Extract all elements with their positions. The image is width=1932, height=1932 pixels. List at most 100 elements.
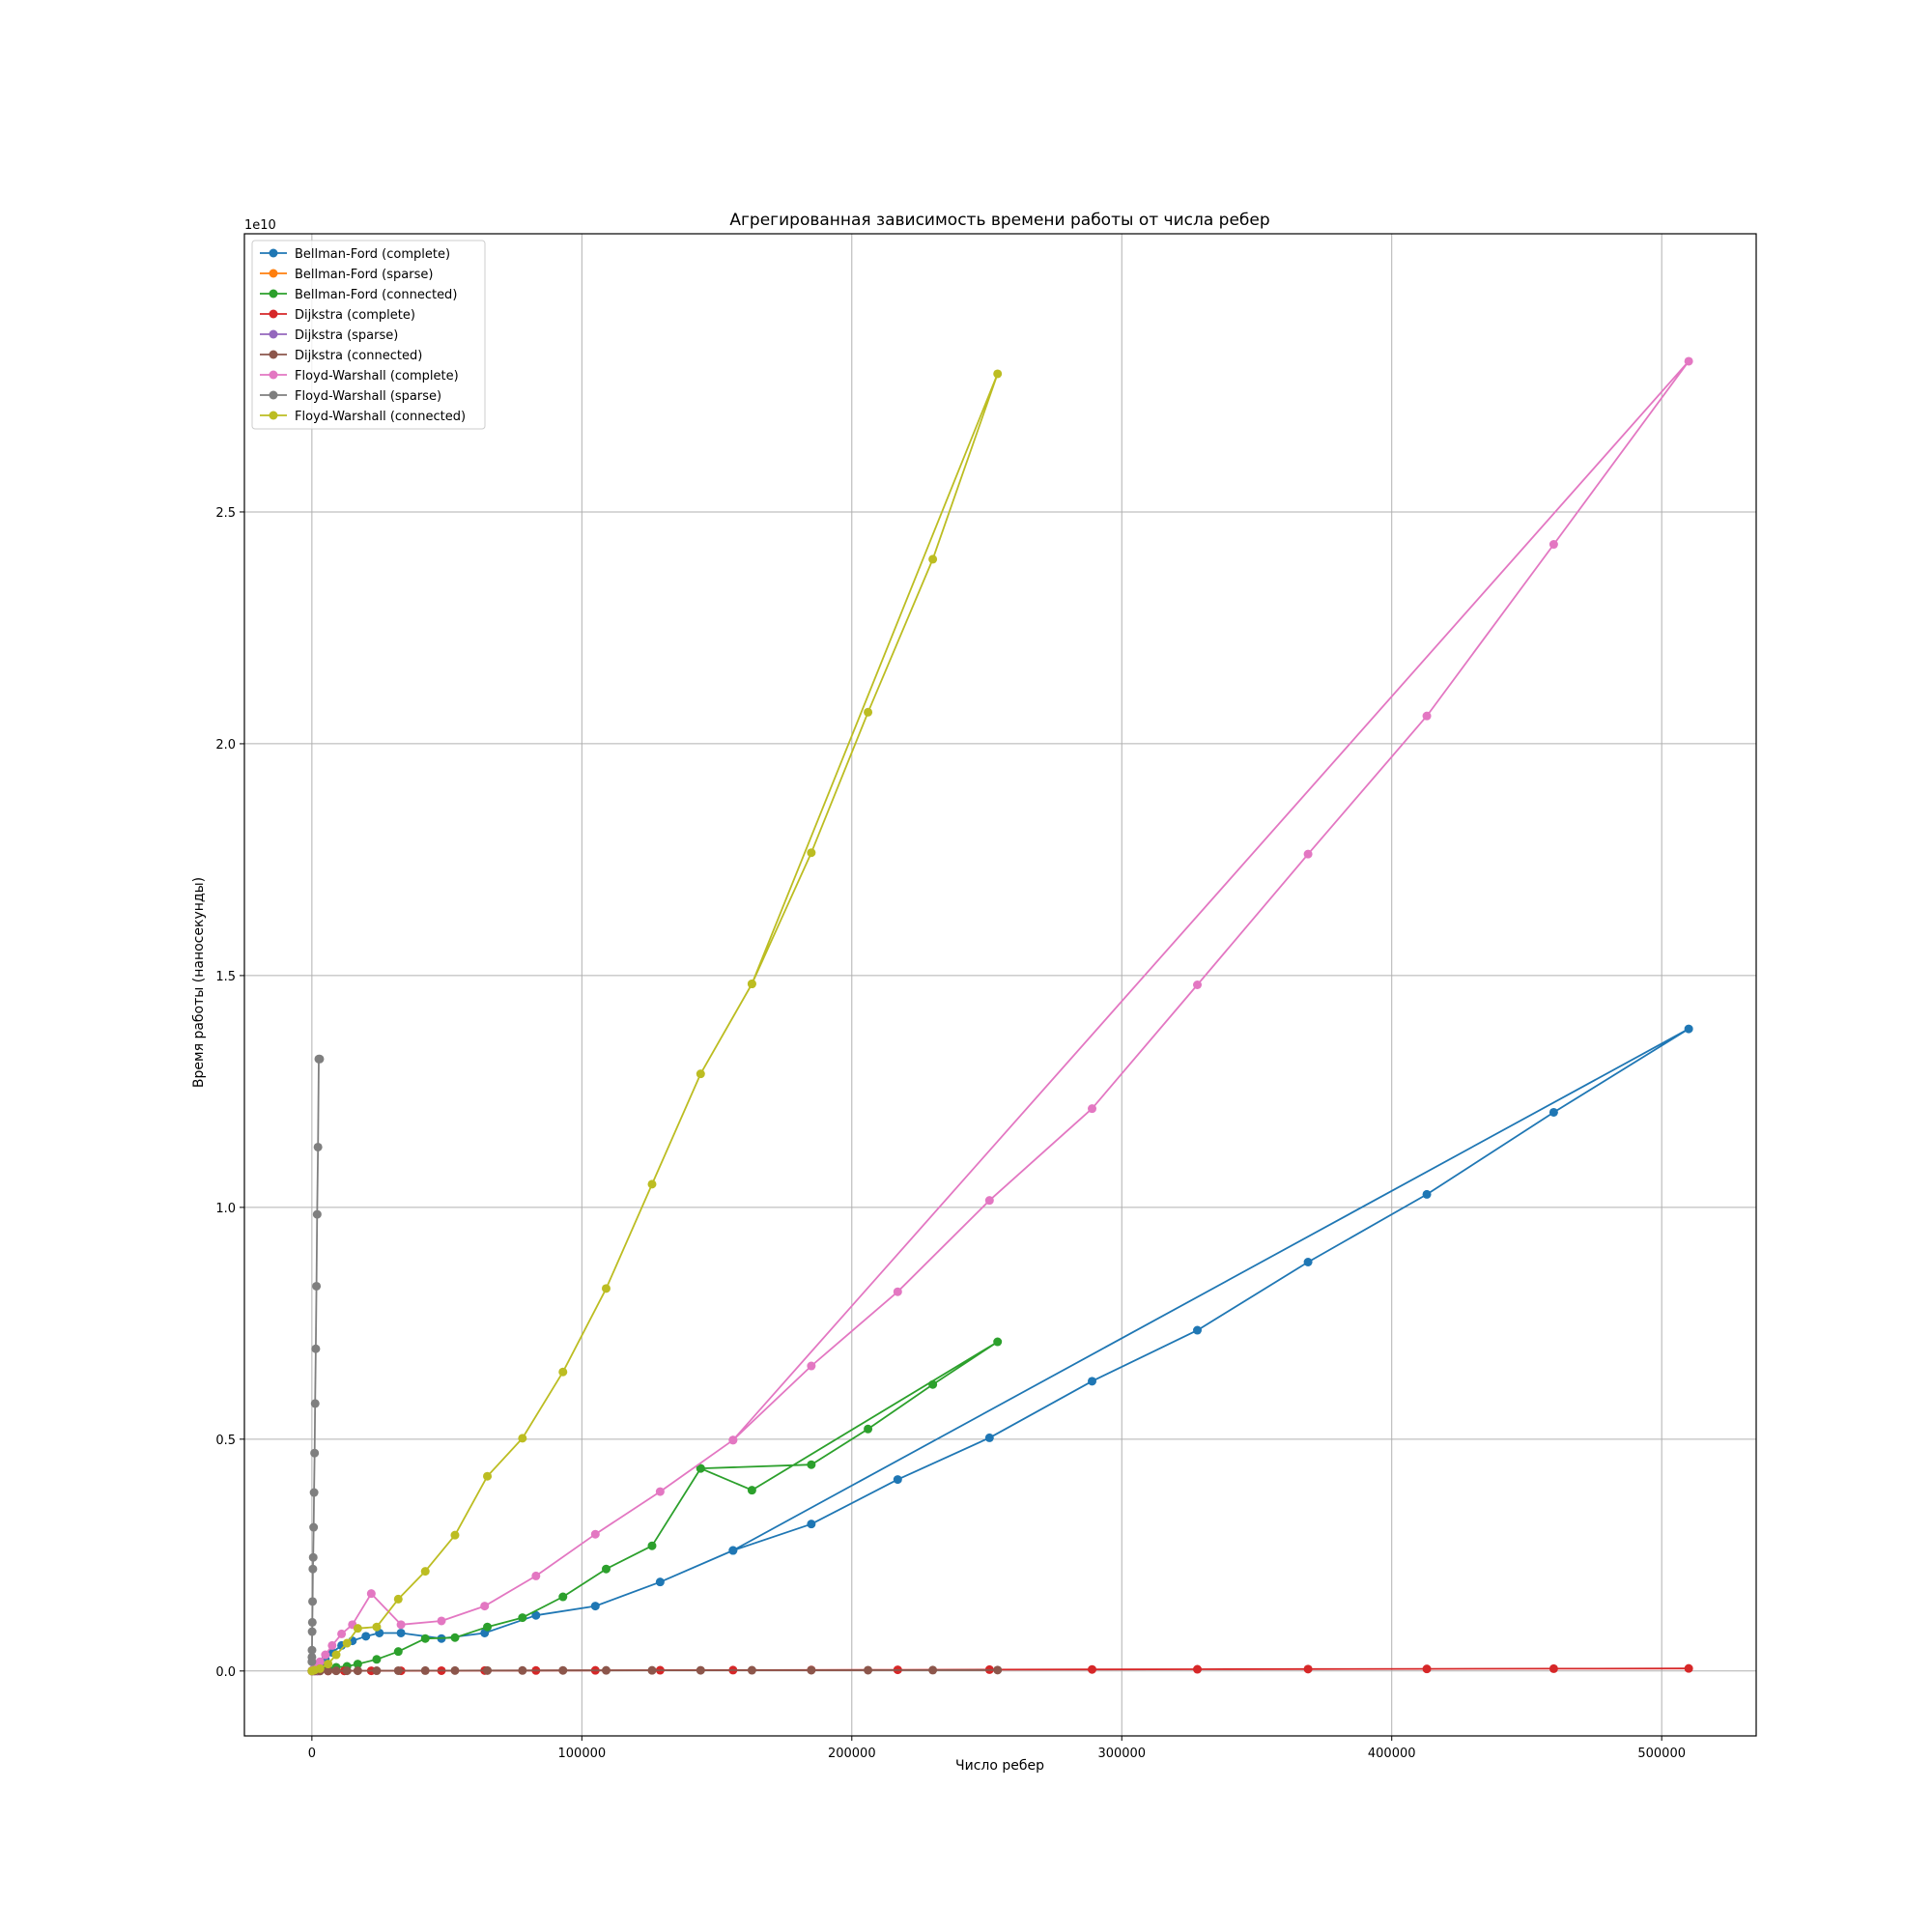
data-point bbox=[342, 1638, 352, 1648]
data-point bbox=[312, 1281, 322, 1291]
data-point bbox=[324, 1660, 333, 1669]
data-point bbox=[984, 1433, 994, 1442]
series-layer bbox=[307, 356, 1693, 1676]
data-point bbox=[393, 1665, 403, 1675]
data-point bbox=[1303, 1664, 1313, 1674]
data-point bbox=[1422, 1189, 1432, 1199]
data-point bbox=[1684, 1024, 1693, 1034]
data-point bbox=[342, 1666, 352, 1676]
data-point bbox=[310, 1448, 320, 1458]
legend-marker bbox=[269, 390, 278, 400]
data-point bbox=[1548, 1663, 1558, 1673]
data-point bbox=[307, 1645, 317, 1655]
y-tick-label: 2.0 bbox=[215, 738, 236, 753]
data-point bbox=[807, 1361, 816, 1371]
data-point bbox=[353, 1624, 362, 1634]
series-floyd-warshall-sparse bbox=[307, 1054, 325, 1666]
legend-marker bbox=[269, 248, 278, 258]
legend-label: Dijkstra (connected) bbox=[295, 349, 422, 363]
data-point bbox=[893, 1287, 902, 1296]
legend-marker bbox=[269, 329, 278, 339]
x-tick-label: 400000 bbox=[1368, 1747, 1416, 1761]
legend-label: Dijkstra (sparse) bbox=[295, 328, 398, 343]
data-point bbox=[353, 1660, 362, 1669]
data-point bbox=[309, 1522, 319, 1532]
data-point bbox=[558, 1367, 568, 1377]
legend-item: Floyd-Warshall (connected) bbox=[260, 410, 466, 424]
data-point bbox=[483, 1665, 493, 1675]
data-point bbox=[728, 1546, 738, 1555]
y-axis-label: Время работы (наносекунды) bbox=[191, 877, 207, 1088]
data-point bbox=[893, 1475, 902, 1485]
data-point bbox=[518, 1434, 527, 1443]
data-point bbox=[307, 1652, 317, 1662]
data-point bbox=[309, 1488, 319, 1497]
data-point bbox=[696, 1069, 705, 1079]
legend-item: Dijkstra (connected) bbox=[260, 349, 422, 363]
data-point bbox=[483, 1622, 493, 1632]
data-point bbox=[337, 1629, 347, 1638]
data-point bbox=[1193, 1325, 1203, 1335]
data-point bbox=[1193, 980, 1203, 989]
data-point bbox=[1088, 1377, 1097, 1386]
x-tick-label: 100000 bbox=[558, 1747, 607, 1761]
data-point bbox=[993, 1337, 1003, 1347]
x-axis: 0 100000 200000 300000 400000 500000 bbox=[308, 1736, 1686, 1761]
data-point bbox=[1422, 1664, 1432, 1674]
data-point bbox=[396, 1628, 406, 1637]
data-point bbox=[450, 1530, 460, 1540]
legend-item: Bellman-Ford (sparse) bbox=[260, 268, 433, 282]
legend: Bellman-Ford (complete) Bellman-Ford (spa… bbox=[251, 240, 486, 430]
data-point bbox=[307, 1617, 317, 1627]
data-point bbox=[396, 1620, 406, 1630]
y-tick-label: 0.5 bbox=[215, 1434, 236, 1448]
data-point bbox=[327, 1640, 337, 1650]
data-point bbox=[331, 1666, 341, 1676]
legend-item: Floyd-Warshall (complete) bbox=[260, 369, 459, 384]
data-point bbox=[647, 1665, 657, 1675]
data-point bbox=[864, 1665, 873, 1675]
data-point bbox=[807, 1520, 816, 1529]
legend-label: Floyd-Warshall (sparse) bbox=[295, 389, 441, 404]
x-tick-label: 200000 bbox=[828, 1747, 876, 1761]
series-floyd-warshall-connected bbox=[307, 369, 1003, 1676]
data-point bbox=[807, 1460, 816, 1469]
data-point bbox=[1548, 540, 1558, 550]
data-point bbox=[984, 1196, 994, 1206]
x-tick-label: 500000 bbox=[1637, 1747, 1686, 1761]
data-point bbox=[372, 1655, 382, 1664]
legend-label: Bellman-Ford (sparse) bbox=[295, 268, 433, 282]
data-point bbox=[807, 848, 816, 858]
data-point bbox=[655, 1577, 665, 1587]
data-point bbox=[312, 1209, 322, 1219]
data-point bbox=[928, 1665, 938, 1675]
chart-title: Агрегированная зависимость времени работ… bbox=[729, 211, 1269, 230]
data-point bbox=[315, 1054, 325, 1064]
data-point bbox=[1548, 1107, 1558, 1117]
data-point bbox=[420, 1665, 430, 1675]
data-point bbox=[601, 1665, 611, 1675]
y-axis-offset-label: 1e10 bbox=[244, 218, 276, 233]
legend-box bbox=[251, 240, 486, 430]
data-point bbox=[747, 980, 756, 989]
data-point bbox=[1303, 849, 1313, 859]
data-point bbox=[483, 1471, 493, 1481]
data-point bbox=[393, 1647, 403, 1657]
data-point bbox=[450, 1633, 460, 1642]
data-point bbox=[1422, 711, 1432, 721]
legend-item: Dijkstra (sparse) bbox=[260, 328, 398, 343]
x-tick-label: 0 bbox=[308, 1747, 316, 1761]
data-point bbox=[321, 1650, 330, 1660]
data-point bbox=[437, 1616, 446, 1626]
x-axis-label: Число ребер bbox=[955, 1758, 1044, 1774]
y-tick-label: 0.0 bbox=[215, 1665, 236, 1680]
legend-label: Floyd-Warshall (connected) bbox=[295, 410, 466, 424]
data-point bbox=[308, 1564, 318, 1574]
legend-label: Bellman-Ford (connected) bbox=[295, 288, 457, 302]
data-point bbox=[993, 1665, 1003, 1675]
data-point bbox=[531, 1571, 541, 1580]
data-point bbox=[696, 1463, 705, 1473]
data-point bbox=[331, 1650, 341, 1660]
data-point bbox=[308, 1597, 318, 1606]
